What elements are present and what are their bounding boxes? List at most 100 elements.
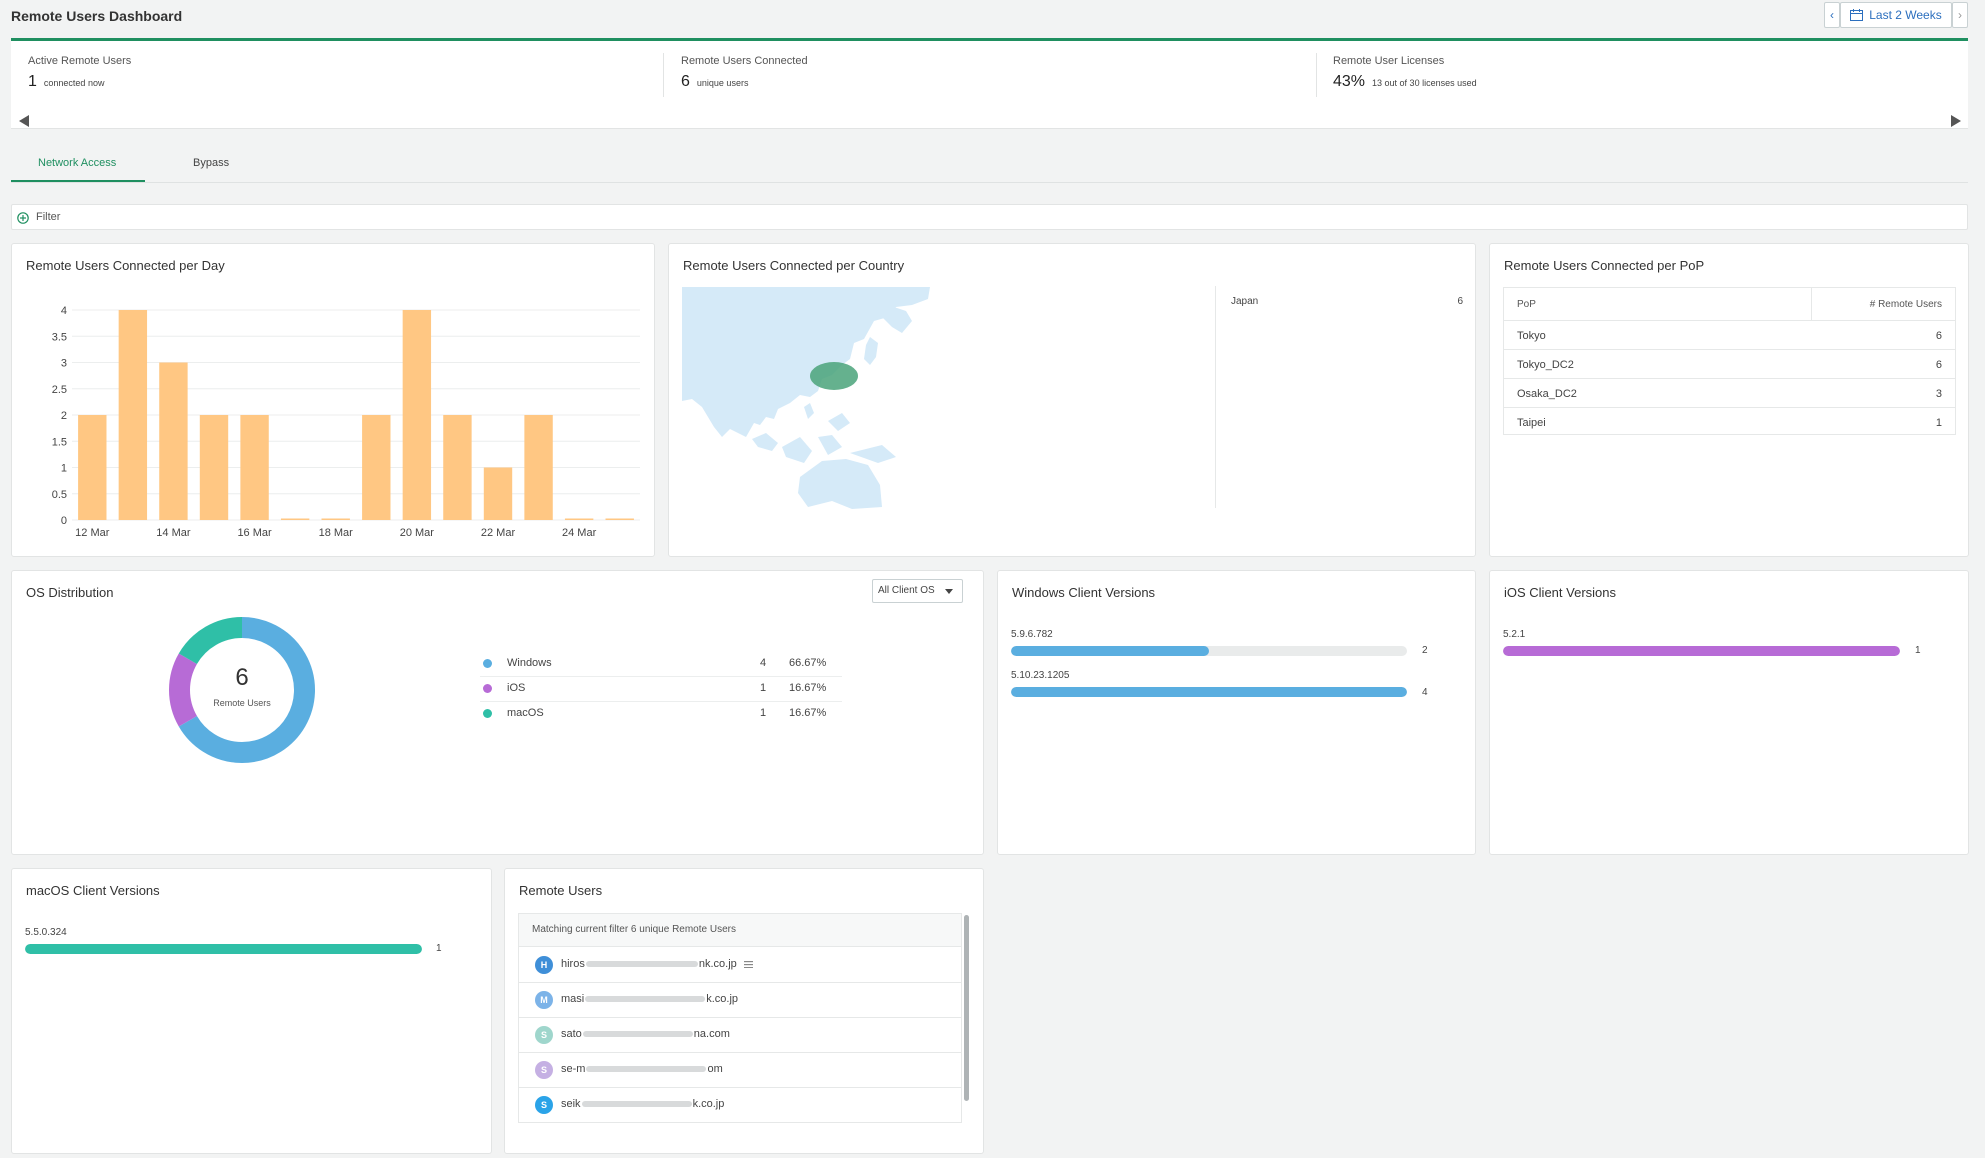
active-tab-indicator bbox=[11, 180, 145, 182]
metric-licenses: Remote User Licenses 43% 13 out of 30 lic… bbox=[1333, 55, 1477, 91]
email-start: sato bbox=[561, 1028, 582, 1040]
redacted-text bbox=[586, 1066, 707, 1073]
bar[interactable] bbox=[321, 518, 350, 521]
list-item[interactable]: S sato na.com bbox=[519, 1017, 961, 1053]
user-email[interactable]: se-m om bbox=[561, 1063, 723, 1075]
bar[interactable] bbox=[118, 310, 148, 520]
col-remote-users[interactable]: # Remote Users bbox=[1869, 299, 1942, 310]
bar[interactable] bbox=[483, 467, 513, 521]
card-os-distribution: OS Distribution All Client OS 6 Remote U… bbox=[11, 570, 984, 855]
x-tick-label: 24 Mar bbox=[562, 527, 597, 539]
scrollbar-thumb[interactable] bbox=[964, 915, 969, 1101]
bar[interactable] bbox=[605, 518, 634, 521]
user-email[interactable]: sato na.com bbox=[561, 1028, 730, 1040]
y-tick-label: 2.5 bbox=[52, 384, 67, 396]
bar[interactable] bbox=[524, 415, 553, 520]
client-os-dropdown[interactable]: All Client OS bbox=[872, 579, 963, 603]
list-item[interactable]: S seik k.co.jp bbox=[519, 1087, 961, 1122]
bar[interactable] bbox=[402, 310, 432, 520]
version-label: 5.9.6.782 bbox=[1011, 629, 1053, 640]
filter-label: Filter bbox=[36, 211, 61, 223]
col-pop[interactable]: PoP bbox=[1517, 299, 1536, 310]
japan-region-marker[interactable] bbox=[810, 362, 858, 390]
version-bar-fill bbox=[25, 944, 422, 954]
card-windows-versions: Windows Client Versions 5.9.6.782 2 5.10… bbox=[997, 570, 1476, 855]
email-start: seik bbox=[561, 1098, 581, 1110]
version-bar-track bbox=[1011, 646, 1407, 656]
menu-icon[interactable] bbox=[744, 961, 753, 968]
y-tick-label: 0 bbox=[61, 515, 67, 527]
version-count: 4 bbox=[1422, 687, 1428, 698]
x-tick-label: 14 Mar bbox=[156, 527, 191, 539]
bar[interactable] bbox=[78, 415, 107, 520]
version-count: 1 bbox=[1915, 645, 1921, 656]
date-range-button[interactable]: Last 2 Weeks bbox=[1840, 2, 1952, 28]
bar[interactable] bbox=[240, 415, 269, 520]
donut-slice-windows[interactable] bbox=[178, 617, 315, 763]
date-prev-button[interactable]: ‹ bbox=[1824, 2, 1840, 28]
card-title: Remote Users Connected per Day bbox=[26, 258, 225, 273]
avatar: S bbox=[535, 1061, 553, 1079]
redacted-text bbox=[582, 1031, 693, 1038]
metric-value: 1 bbox=[28, 73, 37, 90]
version-label: 5.10.23.1205 bbox=[1011, 670, 1070, 681]
x-tick-label: 20 Mar bbox=[400, 527, 435, 539]
y-tick-label: 1 bbox=[61, 463, 67, 475]
bar[interactable] bbox=[159, 362, 188, 521]
pop-name: Tokyo_DC2 bbox=[1517, 359, 1574, 371]
legend-pct: 16.67% bbox=[789, 682, 827, 694]
date-range-label: Last 2 Weeks bbox=[1869, 8, 1942, 22]
card-remote-users: Remote Users Matching current filter 6 u… bbox=[504, 868, 984, 1154]
date-next-button[interactable]: › bbox=[1952, 2, 1968, 28]
card-users-per-day: Remote Users Connected per Day 0 0.5 1 1.5 2… bbox=[11, 243, 655, 557]
list-item[interactable]: S se-m om bbox=[519, 1052, 961, 1088]
x-tick-label: 18 Mar bbox=[319, 527, 354, 539]
email-end: k.co.jp bbox=[692, 1098, 725, 1110]
list-item[interactable]: M masi k.co.jp bbox=[519, 982, 961, 1018]
legend-name: iOS bbox=[507, 682, 526, 694]
donut-slice-macos[interactable] bbox=[178, 617, 243, 665]
list-item[interactable]: H hiros nk.co.jp bbox=[519, 947, 961, 983]
bar[interactable] bbox=[443, 415, 472, 520]
scroll-left-icon[interactable] bbox=[19, 115, 29, 127]
pop-name: Tokyo bbox=[1517, 330, 1546, 342]
user-email[interactable]: seik k.co.jp bbox=[561, 1098, 724, 1110]
filter-bar[interactable]: Filter bbox=[11, 204, 1968, 230]
email-end: na.com bbox=[693, 1028, 730, 1040]
card-title: macOS Client Versions bbox=[26, 883, 160, 898]
version-count: 2 bbox=[1422, 645, 1428, 656]
email-start: se-m bbox=[561, 1063, 586, 1075]
bar[interactable] bbox=[280, 518, 310, 521]
user-email[interactable]: hiros nk.co.jp bbox=[561, 958, 737, 970]
legend-count: 1 bbox=[760, 707, 767, 719]
user-email[interactable]: masi k.co.jp bbox=[561, 993, 738, 1005]
metric-active-users: Active Remote Users 1 connected now bbox=[28, 55, 131, 91]
country-count: 6 bbox=[1457, 296, 1463, 307]
scroll-right-icon[interactable] bbox=[1951, 115, 1961, 127]
redacted-text bbox=[581, 1101, 692, 1108]
card-title: Remote Users Connected per PoP bbox=[1504, 258, 1705, 273]
world-map[interactable] bbox=[682, 287, 998, 509]
dropdown-value: All Client OS bbox=[878, 585, 935, 596]
x-tick-label: 16 Mar bbox=[237, 527, 272, 539]
donut-slice-ios[interactable] bbox=[169, 653, 198, 727]
pop-name: Taipei bbox=[1517, 417, 1546, 429]
y-tick-label: 3 bbox=[61, 358, 67, 370]
x-tick-label: 12 Mar bbox=[75, 527, 110, 539]
redacted-text bbox=[585, 996, 706, 1003]
version-bar-fill bbox=[1011, 687, 1407, 697]
add-filter-icon[interactable] bbox=[17, 212, 29, 224]
card-users-per-country: Remote Users Connected per Country Japan… bbox=[668, 243, 1476, 557]
bar[interactable] bbox=[362, 415, 391, 520]
pop-table-header: PoP # Remote Users bbox=[1504, 288, 1955, 320]
table-row: Osaka_DC2 3 bbox=[1504, 378, 1955, 408]
bar[interactable] bbox=[199, 415, 229, 520]
version-label: 5.5.0.324 bbox=[25, 927, 67, 938]
tab-network-access[interactable]: Network Access bbox=[38, 157, 117, 169]
table-row: Tokyo 6 bbox=[1504, 320, 1955, 350]
bar[interactable] bbox=[564, 518, 594, 521]
version-label: 5.2.1 bbox=[1503, 629, 1526, 640]
pop-count: 1 bbox=[1935, 417, 1942, 429]
metric-value: 6 bbox=[681, 73, 690, 90]
tab-bypass[interactable]: Bypass bbox=[193, 157, 230, 169]
